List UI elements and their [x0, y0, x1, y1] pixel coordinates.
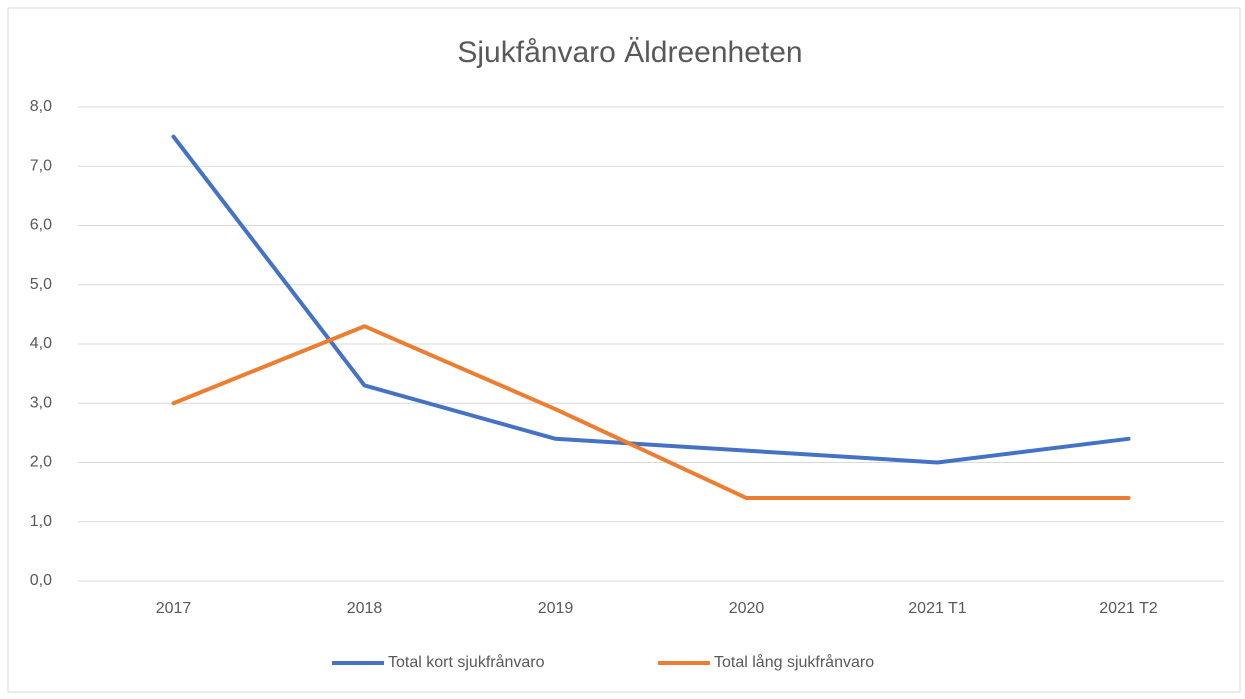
y-tick-label: 0,0 [30, 572, 52, 589]
y-tick-label: 3,0 [30, 394, 52, 411]
x-tick-label: 2018 [347, 600, 383, 617]
x-tick-label: 2019 [538, 600, 574, 617]
chart-title: Sjukfånvaro Äldreenheten [457, 36, 802, 69]
y-tick-label: 1,0 [30, 513, 52, 530]
y-tick-label: 6,0 [30, 217, 52, 234]
legend-label: Total kort sjukfrånvaro [388, 653, 545, 671]
x-tick-label: 2017 [156, 600, 192, 617]
y-tick-label: 4,0 [30, 335, 52, 352]
legend-label: Total lång sjukfrånvaro [714, 653, 874, 671]
x-tick-label: 2021 T2 [1099, 600, 1158, 617]
series-line [171, 324, 1131, 501]
x-tick-label: 2021 T1 [908, 600, 967, 617]
chart-border [7, 7, 1241, 693]
y-tick-label: 8,0 [30, 98, 52, 115]
series-line [171, 134, 1131, 465]
x-tick-label: 2020 [729, 600, 765, 617]
y-tick-label: 5,0 [30, 276, 52, 293]
y-tick-label: 7,0 [30, 157, 52, 174]
y-tick-label: 2,0 [30, 454, 52, 471]
